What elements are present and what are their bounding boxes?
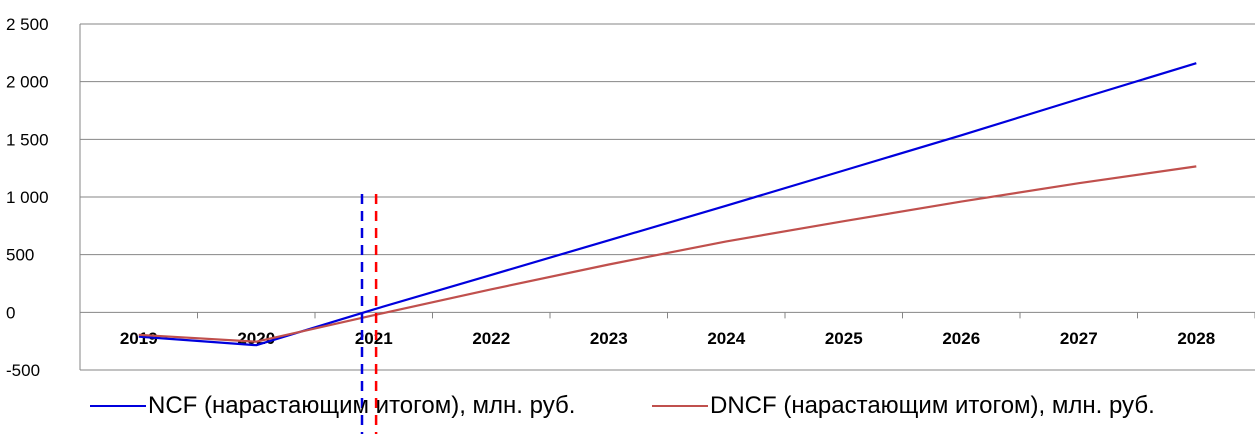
legend-swatch-dncf (652, 405, 708, 407)
y-tick-label: 2 000 (6, 73, 49, 92)
y-tick-label: -500 (6, 361, 40, 380)
legend-swatch-ncf (90, 405, 146, 407)
series-lines (138, 62, 1197, 347)
payback-markers (360, 194, 378, 434)
x-tick-label: 2025 (825, 329, 863, 348)
y-tick-label: 1 000 (6, 188, 49, 207)
x-tick-label: 2019 (120, 329, 158, 348)
y-tick-label: 0 (6, 303, 15, 322)
x-tick-label: 2024 (707, 329, 745, 348)
y-tick-label: 1 500 (6, 130, 49, 149)
series-line-ncf (138, 62, 1197, 347)
x-axis: 2019 2020 2021 2022 2023 2024 2025 2026 2027 2028 (120, 329, 1215, 348)
legend-label-ncf: NCF (нарастающим итогом), млн. руб. (148, 392, 576, 419)
legend-item-dncf: DNCF (нарастающим итогом), млн. руб. (652, 388, 1155, 424)
x-tick-label: 2026 (942, 329, 980, 348)
series-line-dncf (138, 165, 1197, 343)
y-axis: 2 500 2 000 1 500 1 000 500 0 -500 (6, 15, 49, 380)
legend-item-ncf: NCF (нарастающим итогом), млн. руб. (90, 388, 575, 424)
x-tick-label: 2023 (590, 329, 628, 348)
x-tick-label: 2028 (1177, 329, 1215, 348)
grid-lines (79, 23, 1255, 371)
legend: NCF (нарастающим итогом), млн. руб. DNCF… (0, 388, 1255, 428)
x-tick-label: 2021 (355, 329, 393, 348)
x-tick-label: 2027 (1060, 329, 1098, 348)
legend-label-dncf: DNCF (нарастающим итогом), млн. руб. (710, 392, 1155, 419)
x-tick-label: 2022 (472, 329, 510, 348)
y-tick-label: 500 (6, 246, 34, 265)
y-tick-label: 2 500 (6, 15, 49, 34)
